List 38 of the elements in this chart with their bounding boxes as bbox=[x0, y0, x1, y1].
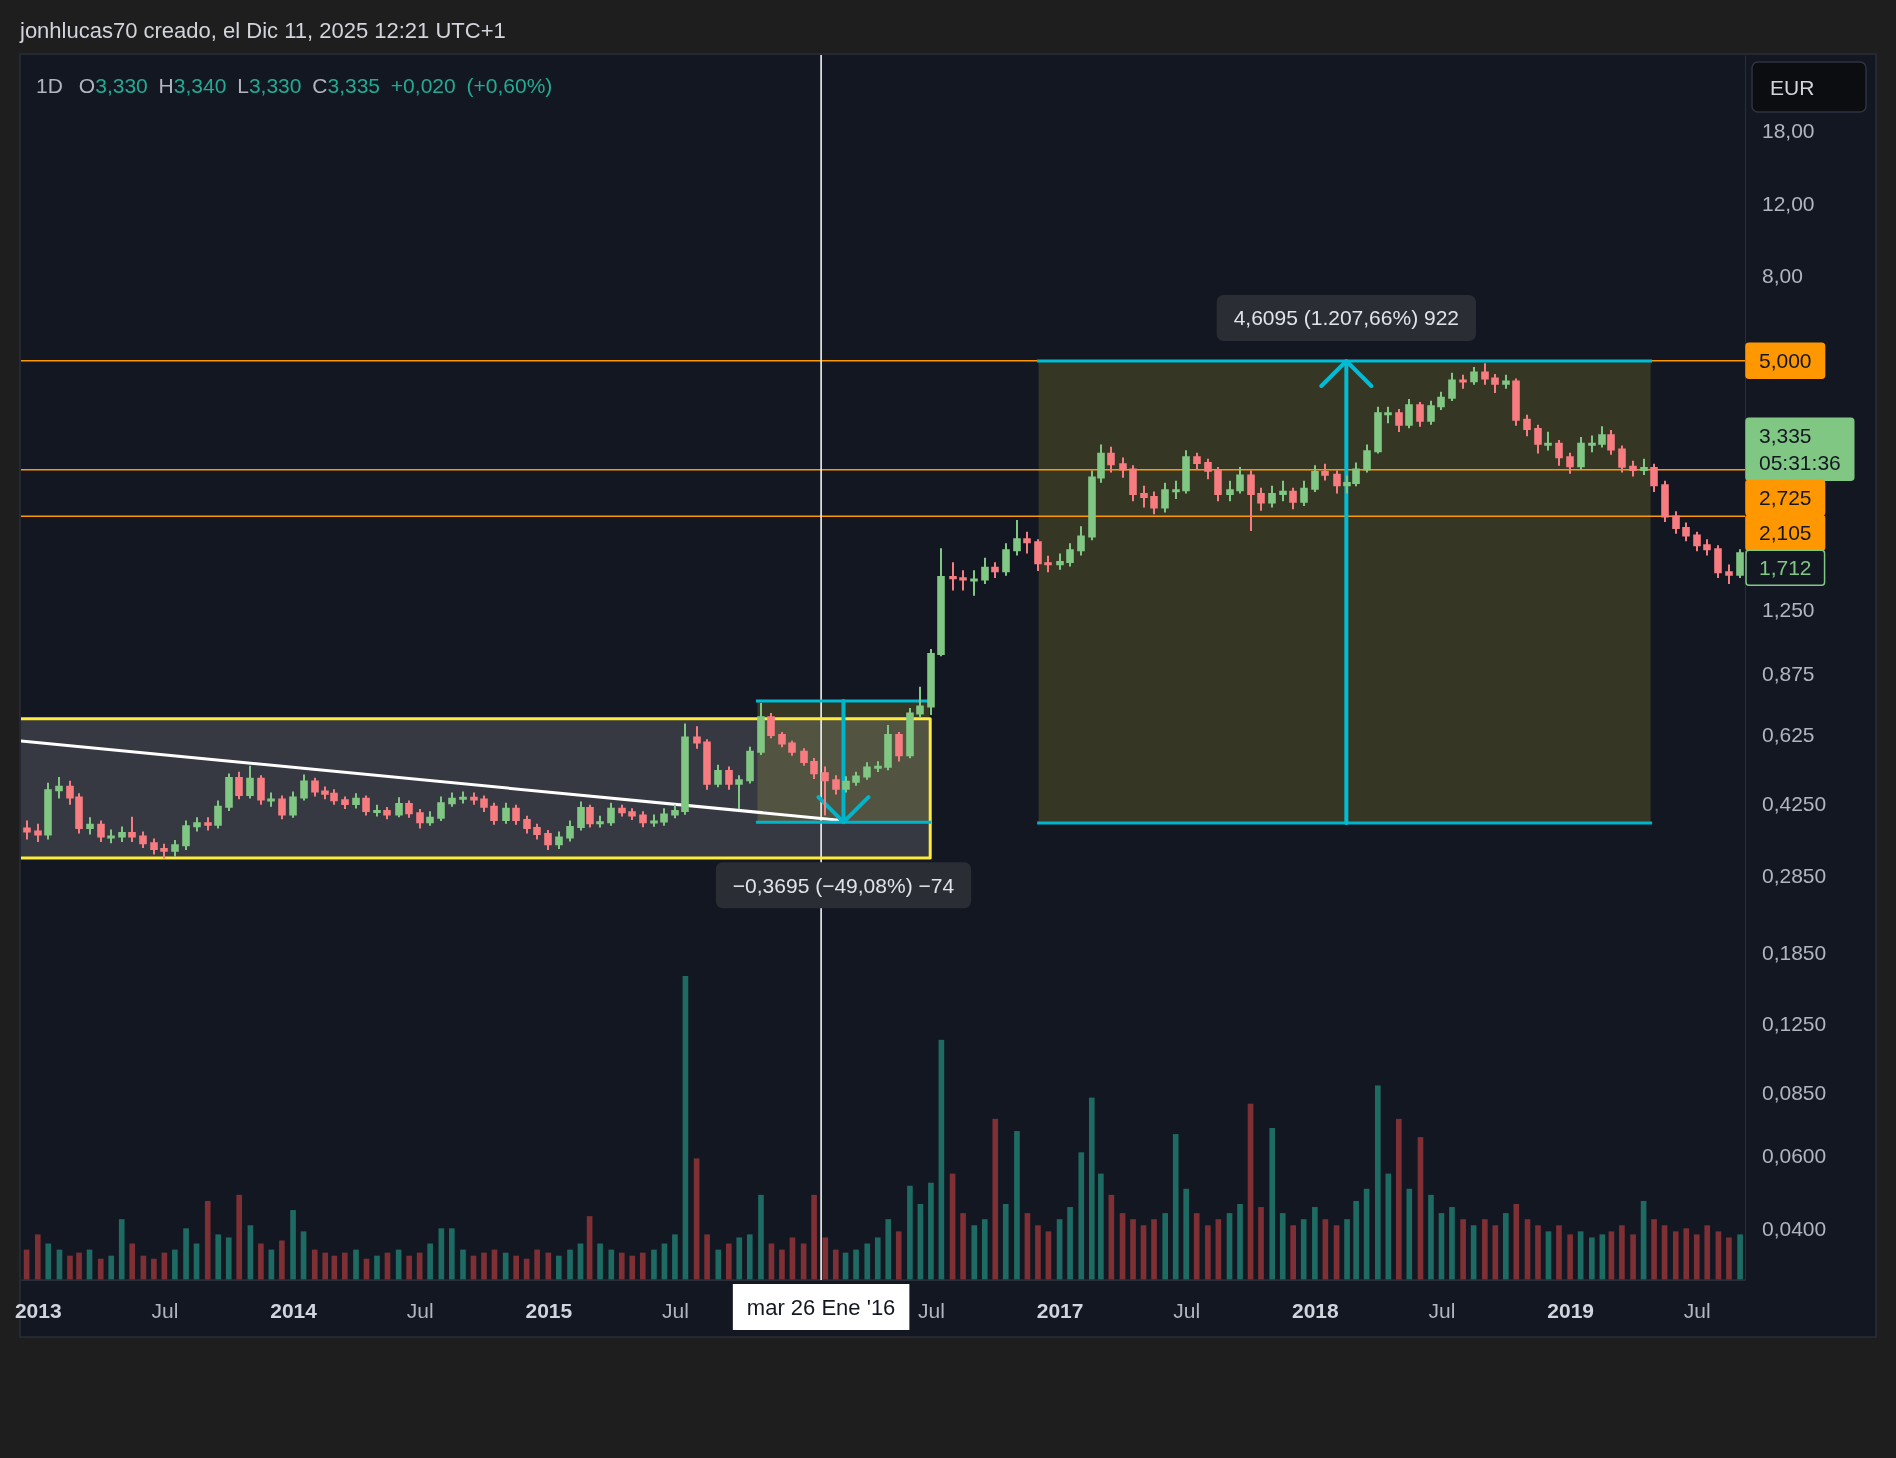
y-tick-label: 0,0850 bbox=[1762, 1081, 1827, 1105]
x-tick-label: 2019 bbox=[1547, 1298, 1595, 1322]
y-tick-label: 0,1250 bbox=[1762, 1011, 1827, 1035]
x-tick-label: 2015 bbox=[525, 1298, 573, 1322]
y-tick-label: 0,875 bbox=[1762, 662, 1815, 686]
x-tick-label: 2018 bbox=[1292, 1298, 1340, 1322]
y-tick-label: 0,1850 bbox=[1762, 941, 1827, 965]
x-tick-label: Jul bbox=[1428, 1298, 1456, 1322]
y-tick-label: 0,2850 bbox=[1762, 863, 1827, 887]
x-tick-label: 2014 bbox=[270, 1298, 318, 1322]
x-tick-label: Jul bbox=[151, 1298, 179, 1322]
y-tick-label: 0,0600 bbox=[1762, 1143, 1827, 1167]
y-tick-label: 0,625 bbox=[1762, 722, 1815, 746]
annotation: −0,3695 (−49,08%) −74 bbox=[732, 873, 955, 897]
ref-line-label: 2,725 bbox=[1759, 486, 1812, 510]
y-tick-label: 0,0400 bbox=[1762, 1216, 1827, 1240]
y-tick-label: 12,00 bbox=[1762, 191, 1815, 215]
text: 3,335 05:31:36 bbox=[1759, 424, 1841, 475]
text: EUR bbox=[1770, 75, 1815, 99]
x-tick-label: Jul bbox=[1683, 1298, 1711, 1322]
annotation: 1,712 bbox=[1759, 556, 1812, 580]
annotation: 4,6095 (1.207,66%) 922 bbox=[1233, 306, 1460, 330]
y-tick-label: 18,00 bbox=[1762, 118, 1815, 142]
ref-line-label: mar 26 Ene '16 bbox=[746, 1294, 896, 1320]
ref-line-label: 2,105 bbox=[1759, 521, 1812, 545]
x-tick-label: Jul bbox=[662, 1298, 689, 1322]
x-tick-label: Jul bbox=[1173, 1298, 1201, 1322]
x-tick-label: Jul bbox=[917, 1298, 945, 1322]
y-tick-label: 8,00 bbox=[1762, 264, 1803, 288]
y-tick-label: 1,250 bbox=[1762, 598, 1815, 622]
text: 1D bbox=[36, 73, 63, 97]
text: O3,330 H3,340 L3,330 C3,335 +0,020 (+0,60%) bbox=[78, 73, 553, 97]
text: jonhlucas70 creado, el Dic 11, 2025 12:21 UTC+1 bbox=[19, 17, 506, 43]
y-tick-label: 0,4250 bbox=[1762, 791, 1827, 815]
x-tick-label: Jul bbox=[406, 1298, 434, 1322]
ref-line-label: 5,000 bbox=[1759, 349, 1812, 373]
x-tick-label: 2017 bbox=[1036, 1298, 1084, 1322]
x-tick-label: 2013 bbox=[14, 1298, 62, 1322]
